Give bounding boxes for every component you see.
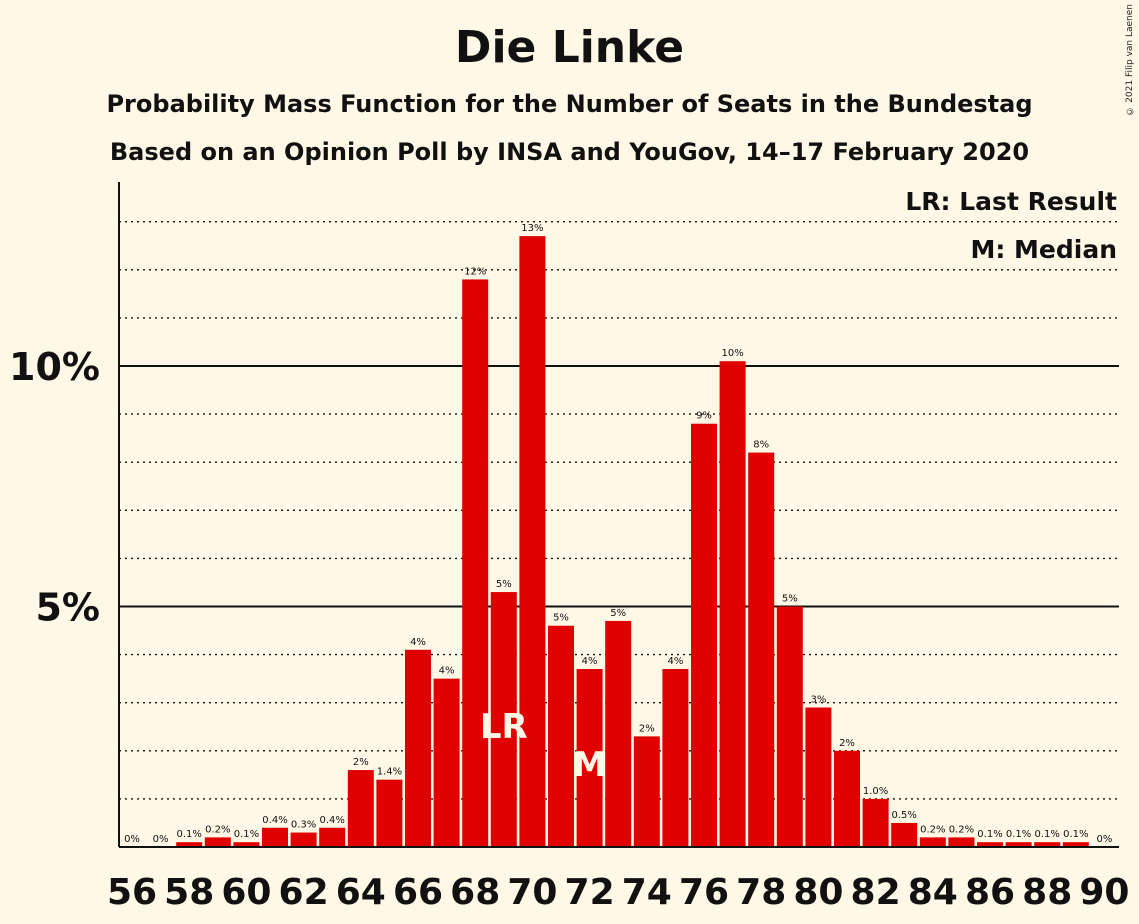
x-tick-label: 72 bbox=[565, 872, 615, 913]
data-label: 1.4% bbox=[377, 767, 402, 778]
data-label: 0.1% bbox=[1006, 829, 1031, 840]
data-label: 0% bbox=[124, 834, 140, 845]
legend-last-result: LR: Last Result bbox=[905, 187, 1117, 216]
data-label: 5% bbox=[553, 613, 569, 624]
bar-seat-67 bbox=[433, 678, 460, 847]
data-label: 9% bbox=[696, 411, 712, 422]
data-label: 5% bbox=[782, 594, 798, 605]
data-label: 0.1% bbox=[1034, 829, 1059, 840]
bar-seat-79 bbox=[776, 606, 803, 847]
x-tick-label: 74 bbox=[622, 872, 672, 913]
x-tick-label: 88 bbox=[1022, 872, 1072, 913]
data-label: 4% bbox=[667, 656, 683, 667]
median-marker: M bbox=[573, 745, 607, 785]
data-label: 0.1% bbox=[1063, 829, 1088, 840]
data-label: 3% bbox=[810, 695, 826, 706]
bar-seat-78 bbox=[748, 452, 775, 847]
x-tick-label: 60 bbox=[221, 872, 271, 913]
bar-seat-76 bbox=[691, 423, 717, 847]
x-tick-label: 78 bbox=[736, 872, 786, 913]
data-label: 0.1% bbox=[977, 829, 1002, 840]
x-tick-label: 62 bbox=[279, 872, 329, 913]
data-label: 0.2% bbox=[949, 824, 974, 835]
x-tick-label: 80 bbox=[793, 872, 843, 913]
bar-seat-72 bbox=[576, 669, 603, 847]
y-tick-label: 5% bbox=[35, 586, 100, 630]
data-label: 0.4% bbox=[262, 815, 287, 826]
x-tick-label: 90 bbox=[1079, 872, 1129, 913]
data-label: 0.1% bbox=[176, 829, 201, 840]
x-tick-label: 82 bbox=[851, 872, 901, 913]
data-label: 0.2% bbox=[920, 824, 945, 835]
data-label: 0.5% bbox=[891, 810, 916, 821]
bar-seat-58 bbox=[176, 842, 203, 847]
bar-seat-68 bbox=[462, 279, 489, 847]
bar-seat-81 bbox=[834, 750, 860, 847]
data-label: 13% bbox=[521, 223, 543, 234]
bar-seat-64 bbox=[347, 770, 374, 847]
legend-median: M: Median bbox=[970, 235, 1117, 264]
bar-seat-74 bbox=[633, 736, 660, 847]
data-label: 1.0% bbox=[863, 786, 888, 797]
x-tick-label: 64 bbox=[336, 872, 386, 913]
bar-seat-70 bbox=[519, 236, 546, 847]
bar-seat-60 bbox=[233, 842, 260, 847]
data-label: 0.4% bbox=[319, 815, 344, 826]
data-label: 10% bbox=[721, 348, 743, 359]
data-label: 2% bbox=[639, 723, 655, 734]
chart-title: Die Linke bbox=[454, 22, 685, 73]
data-label: 0% bbox=[153, 834, 169, 845]
bar-seat-69 bbox=[490, 592, 517, 847]
data-label: 5% bbox=[610, 608, 626, 619]
data-label: 0% bbox=[1096, 834, 1112, 845]
bar-seat-73 bbox=[605, 620, 632, 847]
data-label: 2% bbox=[353, 757, 369, 768]
data-label: 4% bbox=[582, 656, 598, 667]
bar-seat-85 bbox=[948, 837, 975, 847]
bar-seat-88 bbox=[1034, 842, 1061, 847]
data-label: 5% bbox=[496, 579, 512, 590]
bar-seat-89 bbox=[1062, 842, 1089, 847]
data-label: 0.2% bbox=[205, 824, 230, 835]
bar-seat-87 bbox=[1005, 842, 1032, 847]
data-label: 4% bbox=[410, 637, 426, 648]
bar-seat-80 bbox=[805, 707, 832, 847]
data-label: 0.1% bbox=[234, 829, 259, 840]
bar-seat-84 bbox=[919, 837, 946, 847]
bar-seat-71 bbox=[548, 625, 574, 847]
bar-seat-59 bbox=[204, 837, 231, 847]
x-tick-label: 66 bbox=[393, 872, 443, 913]
bar-seat-63 bbox=[319, 827, 346, 847]
x-tick-label: 86 bbox=[965, 872, 1015, 913]
y-tick-label: 10% bbox=[9, 345, 100, 389]
x-tick-label: 58 bbox=[164, 872, 214, 913]
data-label: 2% bbox=[839, 738, 855, 749]
bar-seat-65 bbox=[376, 779, 403, 847]
bar-seat-66 bbox=[405, 649, 431, 847]
x-tick-label: 76 bbox=[679, 872, 729, 913]
bar-seat-82 bbox=[862, 798, 889, 847]
x-tick-label: 84 bbox=[908, 872, 958, 913]
bar-seat-86 bbox=[977, 842, 1003, 847]
chart-subtitle: Probability Mass Function for the Number… bbox=[106, 90, 1033, 118]
x-tick-label: 56 bbox=[107, 872, 157, 913]
x-tick-label: 68 bbox=[450, 872, 500, 913]
data-label: 8% bbox=[753, 440, 769, 451]
data-label: 4% bbox=[439, 666, 455, 677]
last-result-marker: LR bbox=[480, 707, 528, 747]
chart-subtitle-source: Based on an Opinion Poll by INSA and You… bbox=[109, 138, 1030, 166]
data-label: 0.3% bbox=[291, 820, 316, 831]
bar-seat-77 bbox=[719, 361, 746, 847]
x-tick-label: 70 bbox=[507, 872, 557, 913]
bar-seat-62 bbox=[290, 832, 317, 847]
bar-seat-61 bbox=[262, 827, 288, 847]
bar-seat-75 bbox=[662, 669, 689, 847]
data-label: 12% bbox=[464, 266, 486, 277]
bar-seat-83 bbox=[891, 822, 918, 847]
